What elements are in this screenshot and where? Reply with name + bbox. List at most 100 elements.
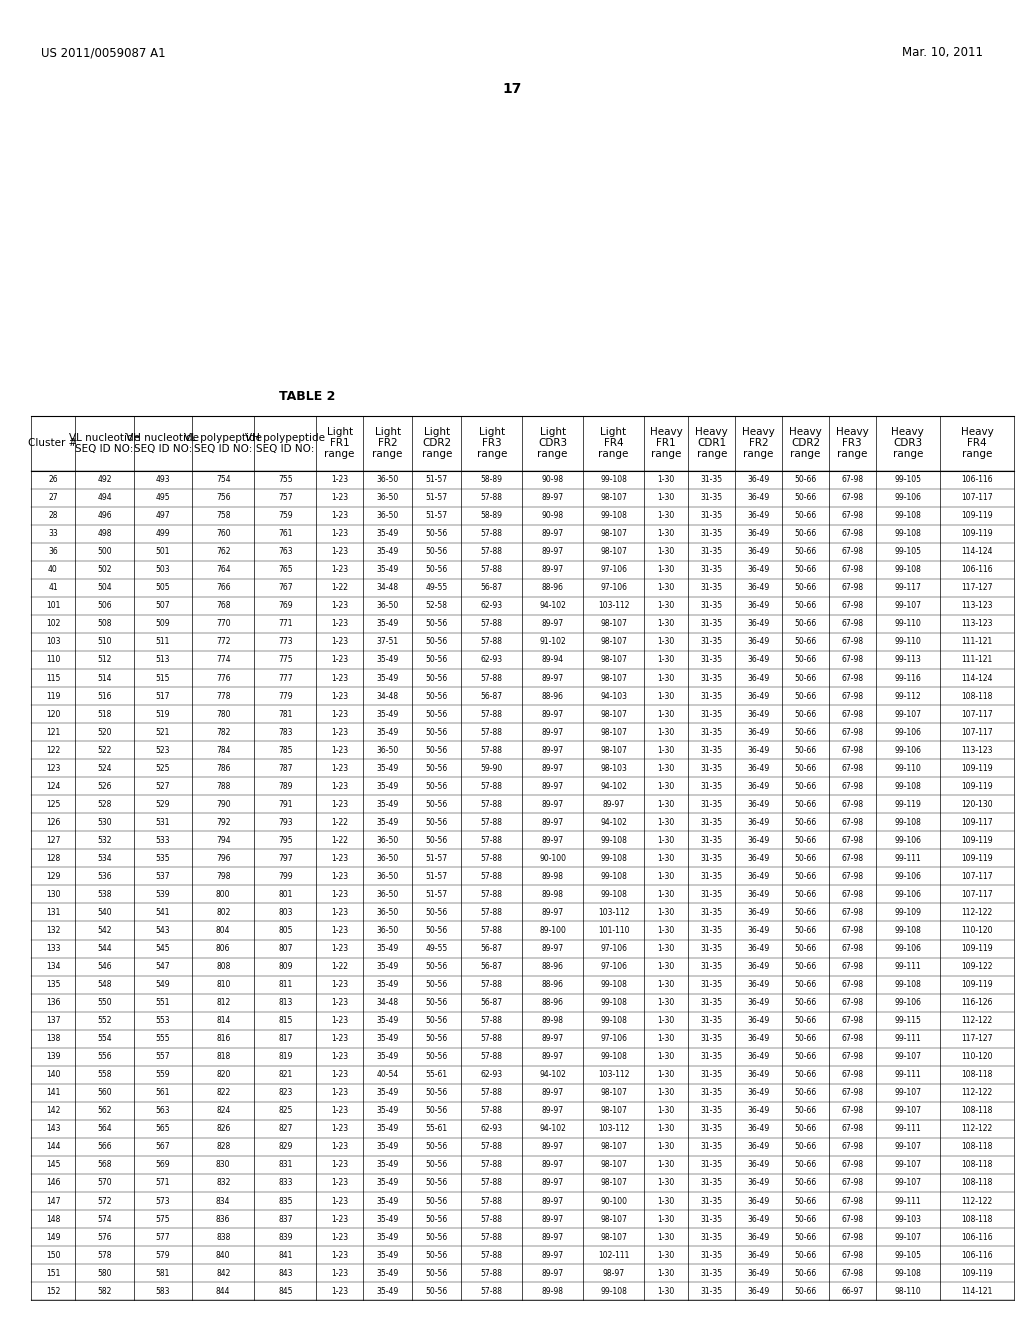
Text: 99-108: 99-108	[894, 1269, 922, 1278]
Text: 110-120: 110-120	[962, 1052, 992, 1061]
Text: 89-97: 89-97	[542, 1214, 564, 1224]
Text: 36-49: 36-49	[748, 800, 770, 809]
Text: 57-88: 57-88	[481, 781, 503, 791]
Text: 140: 140	[46, 1071, 60, 1080]
Text: 841: 841	[279, 1250, 293, 1259]
Text: 1-23: 1-23	[331, 927, 348, 935]
Text: 35-49: 35-49	[377, 529, 398, 539]
Text: 1-30: 1-30	[657, 1125, 675, 1134]
Text: 98-107: 98-107	[600, 1106, 627, 1115]
Text: 1-23: 1-23	[331, 998, 348, 1007]
Text: 50-56: 50-56	[426, 1214, 447, 1224]
Text: 532: 532	[97, 836, 112, 845]
Text: 35-49: 35-49	[377, 656, 398, 664]
Text: 136: 136	[46, 998, 60, 1007]
Text: 503: 503	[156, 565, 170, 574]
Text: 147: 147	[46, 1196, 60, 1205]
Text: 1-23: 1-23	[331, 548, 348, 556]
Text: 89-97: 89-97	[542, 1052, 564, 1061]
Text: 523: 523	[156, 746, 170, 755]
Text: 99-107: 99-107	[894, 1106, 922, 1115]
Text: 838: 838	[216, 1233, 230, 1242]
Text: 31-35: 31-35	[700, 1106, 723, 1115]
Text: 50-66: 50-66	[795, 511, 816, 520]
Text: 1-30: 1-30	[657, 927, 675, 935]
Text: 50-66: 50-66	[795, 1016, 816, 1026]
Text: 57-88: 57-88	[481, 981, 503, 989]
Text: 31-35: 31-35	[700, 1125, 723, 1134]
Text: 101: 101	[46, 602, 60, 610]
Text: 822: 822	[216, 1088, 230, 1097]
Text: 31-35: 31-35	[700, 1142, 723, 1151]
Text: 36-49: 36-49	[748, 1179, 770, 1188]
Text: 94-102: 94-102	[540, 1125, 566, 1134]
Text: 89-97: 89-97	[542, 1233, 564, 1242]
Text: VH nucleotide
SEQ ID NO:: VH nucleotide SEQ ID NO:	[126, 433, 200, 454]
Text: 89-97: 89-97	[542, 673, 564, 682]
Text: 36-49: 36-49	[748, 1052, 770, 1061]
Text: 31-35: 31-35	[700, 673, 723, 682]
Text: 1-23: 1-23	[331, 565, 348, 574]
Text: 1-30: 1-30	[657, 638, 675, 647]
Text: 574: 574	[97, 1214, 112, 1224]
Text: 134: 134	[46, 962, 60, 972]
Text: 57-88: 57-88	[481, 727, 503, 737]
Text: 1-30: 1-30	[657, 656, 675, 664]
Text: 67-98: 67-98	[841, 1269, 863, 1278]
Text: 493: 493	[156, 475, 170, 484]
Text: 99-110: 99-110	[894, 764, 922, 772]
Text: 494: 494	[97, 494, 112, 502]
Text: 582: 582	[97, 1287, 112, 1296]
Text: 50-56: 50-56	[426, 656, 447, 664]
Text: 50-66: 50-66	[795, 764, 816, 772]
Text: 50-66: 50-66	[795, 710, 816, 718]
Text: 90-100: 90-100	[540, 854, 566, 863]
Text: 1-23: 1-23	[331, 800, 348, 809]
Text: 58-89: 58-89	[481, 475, 503, 484]
Text: 137: 137	[46, 1016, 60, 1026]
Text: 103: 103	[46, 638, 60, 647]
Text: 67-98: 67-98	[841, 1106, 863, 1115]
Text: 97-106: 97-106	[600, 565, 627, 574]
Text: 50-56: 50-56	[426, 1160, 447, 1170]
Text: 1-22: 1-22	[331, 583, 348, 593]
Text: 518: 518	[97, 710, 112, 718]
Text: 510: 510	[97, 638, 112, 647]
Text: 35-49: 35-49	[377, 962, 398, 972]
Text: 31-35: 31-35	[700, 1071, 723, 1080]
Text: 99-107: 99-107	[894, 602, 922, 610]
Text: 799: 799	[278, 873, 293, 880]
Text: 34-48: 34-48	[377, 998, 398, 1007]
Text: 50-66: 50-66	[795, 1214, 816, 1224]
Text: 57-88: 57-88	[481, 1250, 503, 1259]
Text: 1-30: 1-30	[657, 908, 675, 917]
Text: 50-56: 50-56	[426, 1250, 447, 1259]
Text: 26: 26	[48, 475, 57, 484]
Text: 762: 762	[216, 548, 230, 556]
Text: 50-66: 50-66	[795, 1142, 816, 1151]
Text: 502: 502	[97, 565, 112, 574]
Text: 50-56: 50-56	[426, 638, 447, 647]
Text: Light
FR4
range: Light FR4 range	[598, 426, 629, 459]
Text: 57-88: 57-88	[481, 1016, 503, 1026]
Text: 57-88: 57-88	[481, 1233, 503, 1242]
Text: 50-56: 50-56	[426, 529, 447, 539]
Text: 840: 840	[216, 1250, 230, 1259]
Text: 144: 144	[46, 1142, 60, 1151]
Text: 51-57: 51-57	[426, 511, 447, 520]
Text: 99-103: 99-103	[894, 1214, 922, 1224]
Text: 89-97: 89-97	[542, 781, 564, 791]
Text: 35-49: 35-49	[377, 1287, 398, 1296]
Text: 533: 533	[156, 836, 170, 845]
Text: 544: 544	[97, 944, 112, 953]
Text: 107-117: 107-117	[962, 890, 992, 899]
Text: 1-23: 1-23	[331, 908, 348, 917]
Text: 103-112: 103-112	[598, 602, 630, 610]
Text: 114-124: 114-124	[962, 673, 992, 682]
Text: 31-35: 31-35	[700, 962, 723, 972]
Text: 795: 795	[278, 836, 293, 845]
Text: Heavy
FR1
range: Heavy FR1 range	[650, 426, 683, 459]
Text: 99-108: 99-108	[600, 1287, 627, 1296]
Text: 781: 781	[279, 710, 293, 718]
Text: TABLE 2: TABLE 2	[279, 389, 336, 403]
